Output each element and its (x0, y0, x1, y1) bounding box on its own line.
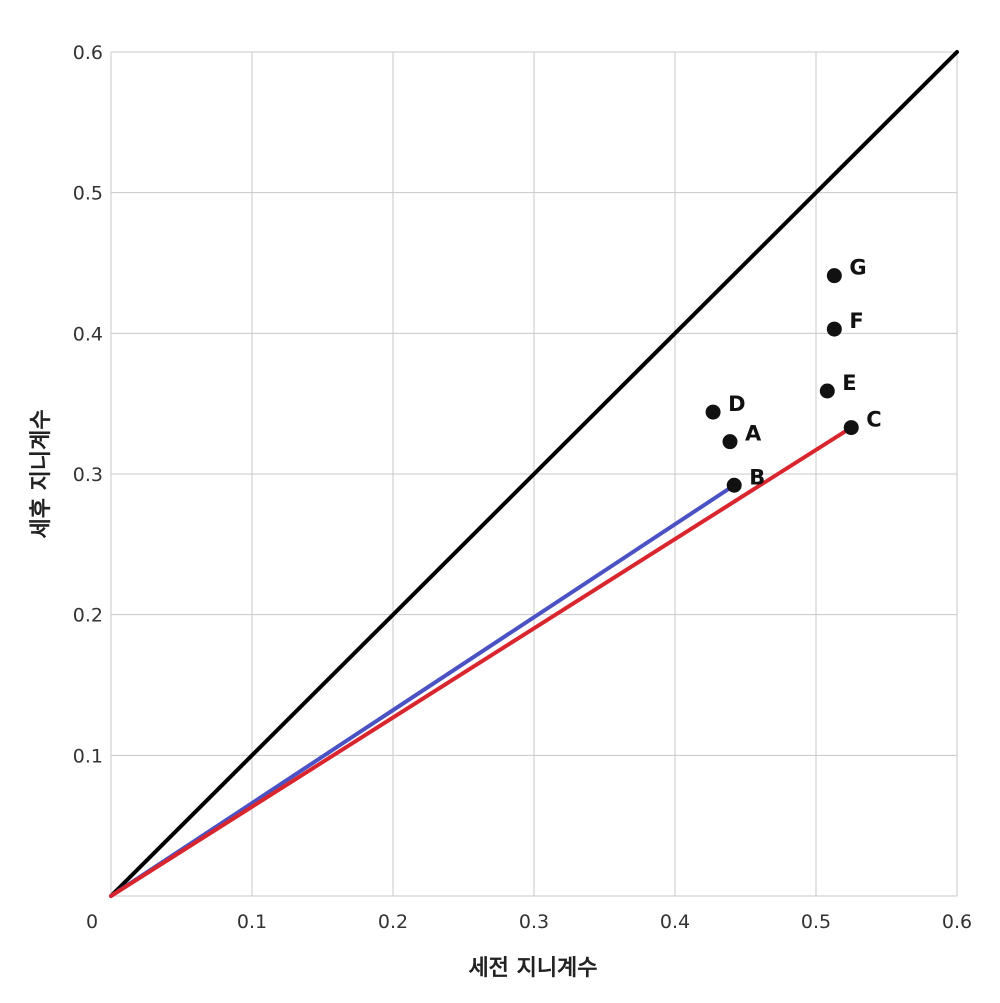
data-label-e: E (842, 371, 856, 395)
series-line-0 (109, 50, 959, 898)
data-point-b (726, 477, 742, 493)
series-lines (109, 50, 959, 898)
x-tick-label: 0.1 (237, 911, 267, 933)
y-tick-label: 0.3 (73, 464, 103, 486)
y-tick-label: 0.2 (73, 605, 103, 627)
data-label-d: D (728, 392, 745, 416)
data-label-c: C (866, 408, 881, 432)
y-tick-label: 0.5 (73, 183, 103, 205)
series-line-2 (109, 425, 854, 898)
x-tick-label: 0.4 (660, 911, 690, 933)
x-tick-label: 0.3 (519, 911, 549, 933)
x-tick-label: 0 (86, 911, 98, 933)
data-label-g: G (849, 256, 866, 280)
data-point-d (705, 404, 721, 420)
data-point-f (826, 321, 842, 337)
tick-labels: 0 0.1 0.2 0.3 0.4 0.5 0.6 0.1 0.2 0.3 0.4 0.5 0.6 (73, 42, 972, 933)
data-label-a: A (745, 422, 762, 446)
y-tick-label: 0.4 (73, 323, 103, 345)
data-point-g (826, 268, 842, 284)
x-tick-label: 0.2 (378, 911, 408, 933)
y-tick-label: 0.1 (73, 745, 103, 767)
y-tick-label: 0.6 (73, 42, 103, 64)
y-axis-title: 세후 지니계수 (29, 409, 54, 538)
data-point-e (819, 383, 835, 399)
data-point-c (843, 420, 859, 436)
data-label-f: F (849, 309, 863, 333)
data-points: AB C D E F G (705, 256, 882, 493)
data-point-a (722, 434, 738, 450)
x-tick-label: 0.5 (801, 911, 831, 933)
series-line-1 (109, 483, 737, 898)
x-axis-title: 세전 지니계수 (468, 956, 597, 981)
x-tick-label: 0.6 (942, 911, 972, 933)
data-label-b: B (749, 465, 765, 489)
